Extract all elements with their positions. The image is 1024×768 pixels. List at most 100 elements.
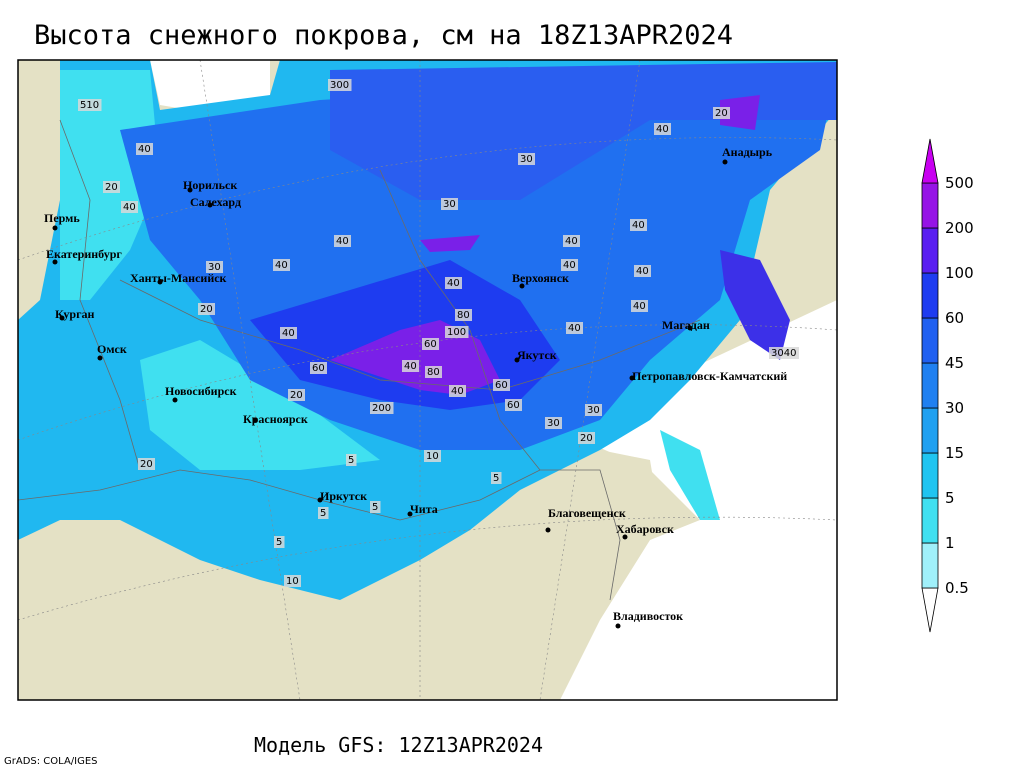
city-dot [157,279,163,285]
land-west [18,60,60,320]
contour-label: 20 [580,433,593,444]
contour-label-box [318,507,329,519]
contour-label: 5 [348,455,354,466]
city-dot [97,355,103,361]
contour-label-box [138,458,155,470]
contour-label: 20 [200,304,213,315]
borders [18,119,701,601]
contour-label-box [310,362,327,374]
contour-label: 40 [447,278,460,289]
contour-label: 20 [290,390,303,401]
contour-label-box [273,259,290,271]
contour-label: 30 [208,262,221,273]
city-dot [252,417,258,423]
city-dot [545,527,551,533]
contour-label-box [103,181,120,193]
contour-label-box [206,261,223,273]
contour-label: 40 [633,301,646,312]
contour-label-box [288,389,305,401]
contour-label-box [518,153,535,165]
contour-label: 5 [276,537,282,548]
contour-label: 40 [632,220,645,231]
contour-label: 40 [451,386,464,397]
contour-label-box [455,309,472,321]
colorbar-band [921,272,939,319]
city-dot [514,357,520,363]
contour-label: 60 [507,400,520,411]
graticule [18,60,837,700]
colorbar-band [921,227,939,274]
contour-label-box [634,265,651,277]
contour-label: 300 [330,80,349,91]
city-label: Пермь [44,211,80,225]
city-dot [172,397,178,403]
contour-label-box [328,79,352,91]
contour-label-box [445,326,469,338]
city-label: Омск [97,342,127,356]
contour-label: 5 [493,473,499,484]
city-dot [207,202,213,208]
contour-label-box [136,143,153,155]
contour-label: 60 [495,380,508,391]
contour-label: 40 [138,144,151,155]
contour-label: 510 [80,100,99,111]
contour-label: 10 [426,451,439,462]
city-label: Салехард [190,195,241,209]
city-label: Петропавловск-Камчатский [632,369,787,383]
contour-label: 40 [336,236,349,247]
contour-label-box [424,450,441,462]
city-dot [687,325,693,331]
city-label: Ханты-Мансийск [130,271,227,285]
contour-label-box [630,219,647,231]
contour-label-box [370,501,381,513]
colorbar-band [921,317,939,364]
colorbar-band [921,542,939,589]
contour-label: 40 [565,236,578,247]
contour-label-box [769,347,799,359]
colorbar-label: 45 [945,354,964,372]
contour-label-box [563,235,580,247]
contour-label-box [445,277,462,289]
city-label: Верхоянск [512,271,569,285]
contour-label-box [493,379,510,391]
contour-label: 40 [275,260,288,271]
amur [600,450,660,560]
colorbar-label: 30 [945,399,964,417]
city-dot [722,159,728,165]
contour-label-box [121,201,138,213]
contour-label: 40 [656,124,669,135]
map-frame [17,59,838,701]
contour-label-box [274,536,285,548]
colorbar-band [921,182,939,229]
contour-label: 60 [312,363,325,374]
city-label: Владивосток [613,609,683,623]
contour-label-box [425,366,442,378]
contour-label: 30 [520,154,533,165]
colorbar-label: 200 [945,219,974,237]
contour-label: 40 [282,328,295,339]
contour-label: 80 [457,310,470,321]
city-dot [519,283,525,289]
contour-label-box [491,472,502,484]
contour-label: 30 [587,405,600,416]
contour-label-box [198,303,215,315]
contour-label-box [346,454,357,466]
city-label: Хабаровск [616,522,674,536]
contour-label-box [654,123,671,135]
colorbar-band [921,452,939,499]
city-label: Новосибирск [165,384,237,398]
title: Высота снежного покрова, см на 18Z13APR2… [34,20,733,51]
colorbar-label: 15 [945,444,964,462]
city-label: Курган [55,307,95,321]
contour-label: 80 [427,367,440,378]
colorbar-label: 1 [945,534,955,552]
contour-label-box [78,99,102,111]
contour-label: 40 [568,323,581,334]
city-dot [59,315,65,321]
colorbar-label: 5 [945,489,955,507]
colorbar-band [921,497,939,544]
contour-label: 60 [424,339,437,350]
contour-label-box [585,404,602,416]
footer: Модель GFS: 12Z13APR2024 [254,733,543,757]
